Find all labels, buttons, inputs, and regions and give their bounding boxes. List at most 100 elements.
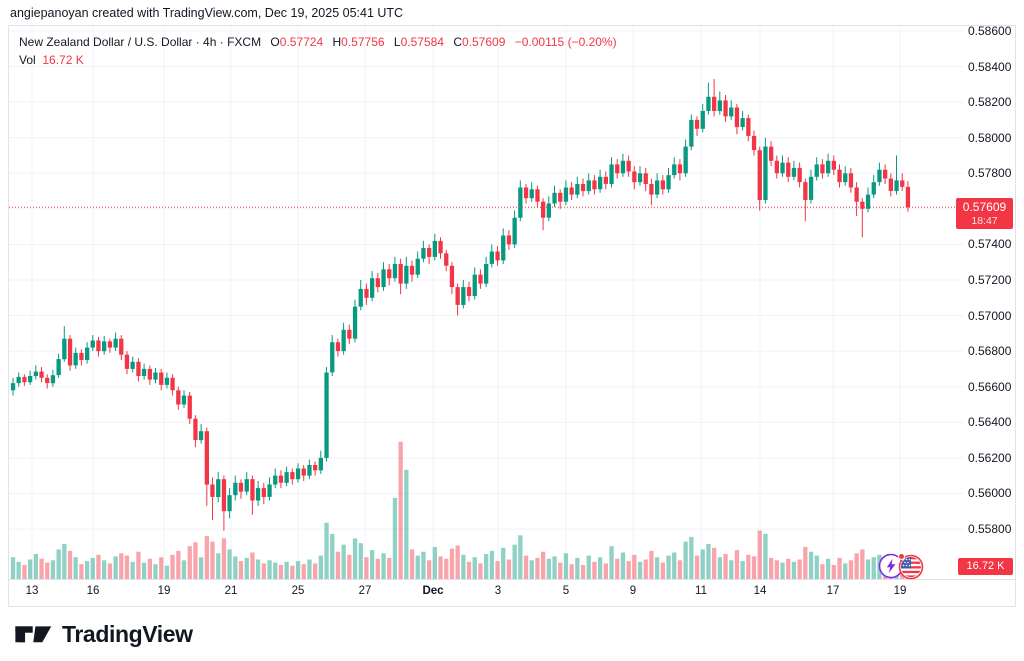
volume-bar: [598, 557, 603, 579]
candle-body: [598, 176, 603, 190]
ohlc-close: C0.57609: [453, 35, 506, 49]
candle-body: [894, 180, 899, 192]
volume-bar: [677, 560, 683, 579]
volume-bar: [170, 554, 175, 579]
volume-bar: [506, 559, 512, 579]
volume-bar: [438, 556, 443, 579]
candle-body: [307, 465, 312, 476]
volume-bar: [865, 559, 871, 579]
candle-body: [831, 160, 836, 170]
volume-bar: [763, 533, 768, 579]
symbol-legend: New Zealand Dollar / U.S. Dollar · 4h · …: [19, 33, 617, 69]
price-axis[interactable]: 0.58600 0.58400 0.58200 0.58000 0.57800 0.576…: [956, 24, 1015, 579]
time-axis-label: 11: [695, 585, 707, 597]
candle-body: [119, 338, 124, 355]
candle-body: [826, 160, 831, 174]
candle-body: [580, 184, 586, 192]
candle-body: [170, 377, 175, 391]
time-axis-label: 19: [893, 585, 907, 597]
candle-body: [523, 187, 529, 199]
candle-body: [854, 187, 859, 202]
time-axis-label: 21: [224, 585, 238, 597]
time-axis[interactable]: 13 16 19 21 25 27 Dec 3 5 9 11 14 17 19: [9, 579, 1015, 607]
volume-bar: [820, 564, 825, 579]
candle-body: [324, 372, 329, 458]
tradingview-logo[interactable]: TradingView: [14, 619, 193, 649]
candle-body: [352, 306, 358, 339]
tradingview-logo-mark: [15, 626, 52, 643]
candle-body: [255, 488, 261, 501]
last-price-badge: 0.57609 18:47: [956, 198, 1013, 229]
candle-body: [723, 100, 728, 117]
volume-bar: [187, 546, 192, 579]
volume-bar: [757, 530, 762, 579]
candle-body: [159, 372, 164, 385]
volume-bar: [404, 469, 409, 579]
volume-bar: [164, 565, 170, 579]
candle-body: [301, 468, 306, 476]
candle-body: [848, 173, 854, 188]
candle-body: [176, 390, 181, 405]
candle-body: [141, 368, 147, 376]
volume-bar: [28, 559, 33, 579]
price-axis-label: 0.58200: [968, 95, 1012, 109]
candle-body: [529, 189, 534, 199]
candle-body: [495, 251, 500, 261]
volume-bar: [683, 541, 688, 579]
volume-bar: [96, 554, 101, 579]
volume-bar: [324, 522, 329, 579]
volume-bar: [569, 564, 574, 579]
volume-bars: [10, 441, 911, 579]
candle-body: [683, 146, 688, 174]
volume-bar: [136, 551, 141, 579]
candle-body: [677, 164, 683, 174]
volume-bar: [603, 563, 608, 579]
volume-bar: [751, 556, 757, 579]
candle-body: [541, 201, 546, 218]
candle-body: [860, 201, 865, 209]
volume-label[interactable]: Vol: [19, 53, 36, 67]
volume-bar: [67, 550, 73, 579]
volume-bar: [181, 560, 187, 579]
volume-bar: [843, 563, 848, 579]
price-axis-label: 0.56600: [968, 380, 1012, 394]
ohlc-low: L0.57584: [393, 35, 444, 49]
candle-body: [780, 162, 785, 174]
volume-bar: [780, 562, 785, 579]
candle-body: [626, 160, 631, 172]
volume-bar: [352, 538, 358, 579]
volume-bar: [615, 558, 620, 579]
volume-bar: [871, 557, 876, 579]
candle-body: [449, 265, 455, 288]
candle-body: [233, 482, 238, 496]
volume-bar: [552, 556, 557, 579]
candle-body: [672, 164, 677, 176]
volume-bar: [729, 560, 734, 579]
candle-body: [905, 186, 911, 208]
candle-body: [484, 264, 489, 284]
volume-bar: [221, 538, 227, 579]
candle-body: [130, 361, 135, 369]
volume-bar: [267, 560, 272, 579]
candle-body: [124, 354, 130, 369]
volume-bar: [62, 543, 67, 579]
volume-bar: [90, 557, 95, 579]
candle-body: [791, 167, 797, 177]
us-economic-event-icon[interactable]: [896, 552, 924, 580]
candle-body: [404, 265, 409, 284]
volume-bar: [335, 551, 341, 579]
volume-bar: [301, 564, 306, 579]
volume-bar: [620, 552, 626, 579]
volume-bar: [387, 557, 392, 579]
candlestick-chart[interactable]: [9, 26, 1015, 606]
volume-bar: [278, 565, 284, 579]
volume-bar: [655, 557, 660, 579]
candle-body: [786, 162, 791, 177]
candle-body: [113, 338, 118, 348]
time-axis-label: 27: [358, 585, 372, 597]
candle-body: [615, 164, 620, 174]
candle-body: [33, 371, 38, 376]
price-axis-label: 0.56000: [968, 486, 1012, 500]
symbol-title[interactable]: New Zealand Dollar / U.S. Dollar · 4h · …: [19, 35, 262, 49]
volume-bar: [198, 557, 204, 579]
